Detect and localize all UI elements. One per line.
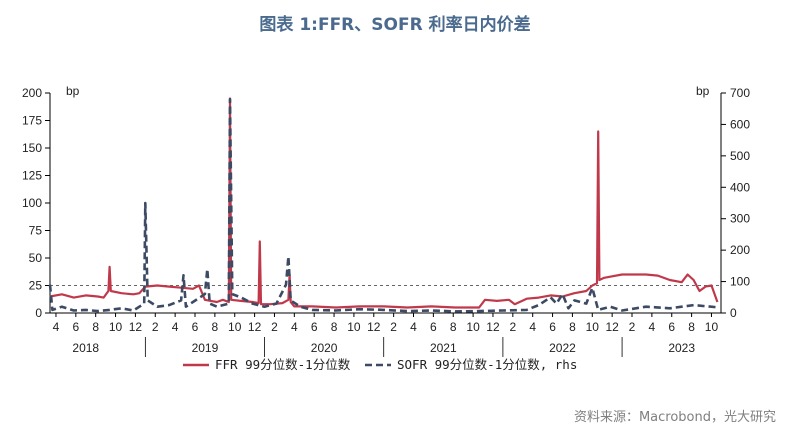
right-tick-label: 600 <box>730 117 750 131</box>
left-tick-label: 150 <box>22 141 42 155</box>
x-tick-label: 4 <box>410 320 417 334</box>
left-tick-label: 125 <box>22 169 42 183</box>
left-tick-label: 25 <box>29 279 43 293</box>
x-tick-label: 10 <box>228 320 242 334</box>
right-axis-unit: bp <box>696 84 710 98</box>
x-tick-label: 8 <box>569 320 576 334</box>
legend-ffr-label: FFR 99分位数-1分位数 <box>215 357 351 372</box>
axes: 0 25 50 75 100 125 150 175 200 0 100 200 300 400 500 60… <box>22 84 750 357</box>
x-tick-label: 2 <box>271 320 278 334</box>
x-tick-label: 10 <box>466 320 480 334</box>
x-tick-label: 8 <box>688 320 695 334</box>
x-tick-label: 2 <box>390 320 397 334</box>
legend-sofr-label: SOFR 99分位数-1分位数, rhs <box>397 357 577 372</box>
right-tick-label: 0 <box>730 306 737 320</box>
left-tick-label: 75 <box>29 224 43 238</box>
x-tick-label: 12 <box>129 320 143 334</box>
x-tick-label: 4 <box>172 320 179 334</box>
year-label: 2021 <box>430 341 457 355</box>
x-tick-label: 2 <box>509 320 516 334</box>
left-axis-unit: bp <box>66 84 80 98</box>
x-tick-label: 6 <box>549 320 556 334</box>
right-tick-label: 300 <box>730 212 750 226</box>
left-tick-label: 200 <box>22 86 42 100</box>
x-tick-label: 6 <box>192 320 199 334</box>
x-tick-label: 10 <box>109 320 123 334</box>
right-tick-label: 400 <box>730 180 750 194</box>
x-tick-label: 12 <box>605 320 619 334</box>
x-tick-label: 2 <box>629 320 636 334</box>
x-tick-label: 6 <box>311 320 318 334</box>
x-tick-label: 4 <box>53 320 60 334</box>
x-tick-label: 6 <box>668 320 675 334</box>
x-tick-label: 12 <box>248 320 262 334</box>
x-tick-label: 4 <box>529 320 536 334</box>
year-label: 2023 <box>668 341 695 355</box>
left-tick-label: 100 <box>22 196 42 210</box>
chart-title: 图表 1:FFR、SOFR 利率日内价差 <box>259 15 531 35</box>
year-label: 2019 <box>192 341 219 355</box>
year-label: 2020 <box>311 341 338 355</box>
year-label: 2018 <box>72 341 99 355</box>
right-tick-label: 100 <box>730 275 750 289</box>
x-tick-label: 10 <box>586 320 600 334</box>
x-tick-label: 8 <box>450 320 457 334</box>
x-tick-label: 8 <box>331 320 338 334</box>
x-tick-label: 8 <box>212 320 219 334</box>
x-tick-label: 4 <box>649 320 656 334</box>
right-tick-label: 200 <box>730 243 750 257</box>
year-label: 2022 <box>549 341 576 355</box>
x-tick-label: 6 <box>72 320 79 334</box>
left-tick-label: 0 <box>35 306 42 320</box>
source-note: 资料来源：Macrobond，光大研究 <box>573 410 776 425</box>
plot-area <box>48 97 721 313</box>
x-tick-label: 4 <box>291 320 298 334</box>
x-tick-label: 12 <box>367 320 381 334</box>
left-tick-label: 50 <box>29 251 43 265</box>
x-tick-label: 2 <box>152 320 159 334</box>
right-tick-label: 700 <box>730 86 750 100</box>
x-tick-label: 12 <box>486 320 500 334</box>
sofr-series-line <box>48 98 718 313</box>
right-tick-label: 500 <box>730 149 750 163</box>
x-tick-label: 10 <box>705 320 719 334</box>
ffr-series-line <box>49 97 719 309</box>
left-tick-label: 175 <box>22 114 42 128</box>
x-tick-label: 10 <box>347 320 361 334</box>
x-tick-label: 6 <box>430 320 437 334</box>
x-tick-label: 8 <box>92 320 99 334</box>
legend: FFR 99分位数-1分位数 SOFR 99分位数-1分位数, rhs <box>183 357 577 372</box>
